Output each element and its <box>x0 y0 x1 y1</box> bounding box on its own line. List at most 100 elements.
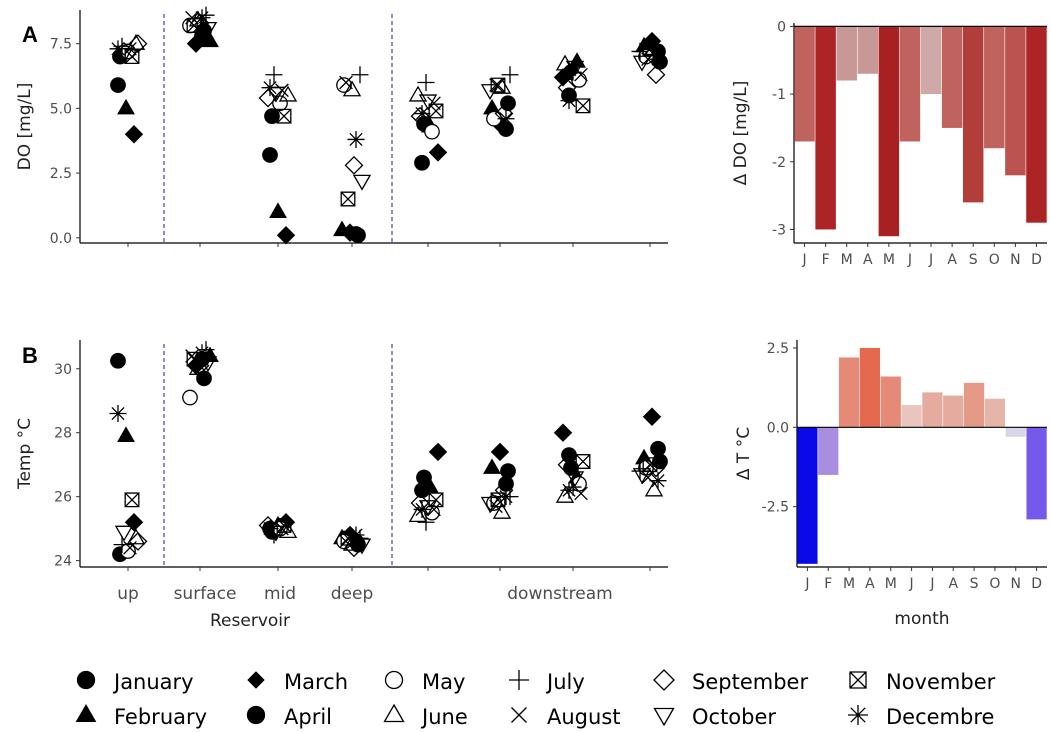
legend-marker-june <box>383 703 405 723</box>
data-point <box>351 66 369 84</box>
data-point <box>560 481 578 499</box>
x-tick-label: O <box>989 252 1000 268</box>
y-tick-label: -2.5 <box>762 500 789 516</box>
legend-label-september: September <box>692 670 808 694</box>
legend-marker-april <box>246 705 266 725</box>
data-point <box>500 463 516 479</box>
data-point <box>117 426 135 442</box>
bar <box>1026 26 1047 223</box>
data-point <box>198 21 218 38</box>
data-point <box>342 80 362 97</box>
bar <box>836 26 857 81</box>
data-point <box>128 532 148 551</box>
x-tick-label: J <box>929 576 934 592</box>
x-category-label: deep <box>331 584 374 604</box>
data-point <box>278 85 298 102</box>
x-tick-label: A <box>863 252 873 268</box>
x-tick-label: M <box>841 252 853 268</box>
data-point <box>497 488 515 506</box>
x-tick-label: J <box>907 252 912 268</box>
data-point <box>428 492 444 508</box>
data-point <box>417 513 435 531</box>
x-category-label: downstream <box>507 584 612 604</box>
data-point <box>649 472 667 490</box>
data-point <box>575 98 591 114</box>
y-tick-label: 7.5 <box>50 37 72 53</box>
data-point <box>352 538 372 555</box>
data-point <box>201 31 219 48</box>
legend-marker-july <box>509 670 529 690</box>
data-point <box>490 442 510 462</box>
bar <box>962 26 984 203</box>
data-point <box>276 517 292 533</box>
data-point <box>565 60 585 77</box>
data-point <box>340 530 356 546</box>
data-point <box>575 454 591 469</box>
bar <box>859 347 881 428</box>
data-point <box>408 85 428 102</box>
bar <box>899 26 921 142</box>
legend-marker-september <box>653 669 675 691</box>
legend-label-august: August <box>547 705 621 729</box>
data-point <box>269 202 287 218</box>
plot-layer: 0.0 2.5 5.0 7.5 DO [mg/L] 24 26 28 30 Temp °C up su… <box>15 6 1047 729</box>
x-tick-label: N <box>1011 576 1021 592</box>
legend-marker-may <box>384 670 404 690</box>
legend-marker-august <box>511 707 527 723</box>
data-point <box>352 174 372 191</box>
data-point <box>413 500 431 518</box>
data-point <box>117 98 135 115</box>
data-point <box>555 54 575 71</box>
data-point <box>266 525 286 542</box>
data-point <box>193 9 211 27</box>
legend-label-october: October <box>692 705 776 729</box>
data-point <box>574 67 588 82</box>
legend-marker-march <box>247 671 265 689</box>
bar <box>941 26 963 128</box>
data-point <box>114 525 134 542</box>
data-point <box>553 423 573 442</box>
legend-label-june: June <box>420 705 468 729</box>
y-tick-label: -1 <box>772 87 786 103</box>
y-tick-label: 26 <box>54 490 72 506</box>
data-point <box>350 227 366 244</box>
data-point <box>110 77 126 93</box>
data-point <box>347 526 365 544</box>
data-point <box>417 73 435 91</box>
data-point <box>262 147 278 163</box>
data-point <box>261 520 279 538</box>
y-tick-label: 0.0 <box>767 420 789 436</box>
x-tick-label: J <box>909 576 914 592</box>
legend-marker-october <box>653 707 675 727</box>
legend-label-january: January <box>112 670 194 694</box>
data-point <box>109 40 127 58</box>
legend-label-may: May <box>422 670 465 694</box>
data-point <box>424 123 440 140</box>
data-point <box>490 77 506 93</box>
y-tick-label: -3 <box>772 222 786 238</box>
bar <box>880 376 901 428</box>
x-tick-label: A <box>865 576 875 592</box>
data-point <box>258 88 278 108</box>
panel-b-label: B <box>22 343 38 368</box>
data-point <box>649 50 667 68</box>
data-point <box>265 66 283 84</box>
data-point <box>492 502 512 519</box>
y-tick-label: 28 <box>54 426 72 442</box>
bar <box>943 395 964 428</box>
data-point <box>483 458 501 474</box>
legend-marker-january <box>76 670 96 690</box>
data-point <box>126 528 146 545</box>
data-point <box>646 65 666 85</box>
data-point <box>109 405 127 423</box>
bar <box>1005 26 1026 176</box>
data-point <box>574 486 588 501</box>
bar <box>1026 427 1047 520</box>
data-point <box>418 94 438 111</box>
x-tick-label: A <box>948 576 958 592</box>
bar <box>838 357 860 428</box>
y-tick-label: 30 <box>54 362 72 378</box>
data-point <box>340 191 356 207</box>
x-tick-label: J <box>801 252 806 268</box>
y-axis-title: Δ DO [mg/L] <box>731 81 751 186</box>
